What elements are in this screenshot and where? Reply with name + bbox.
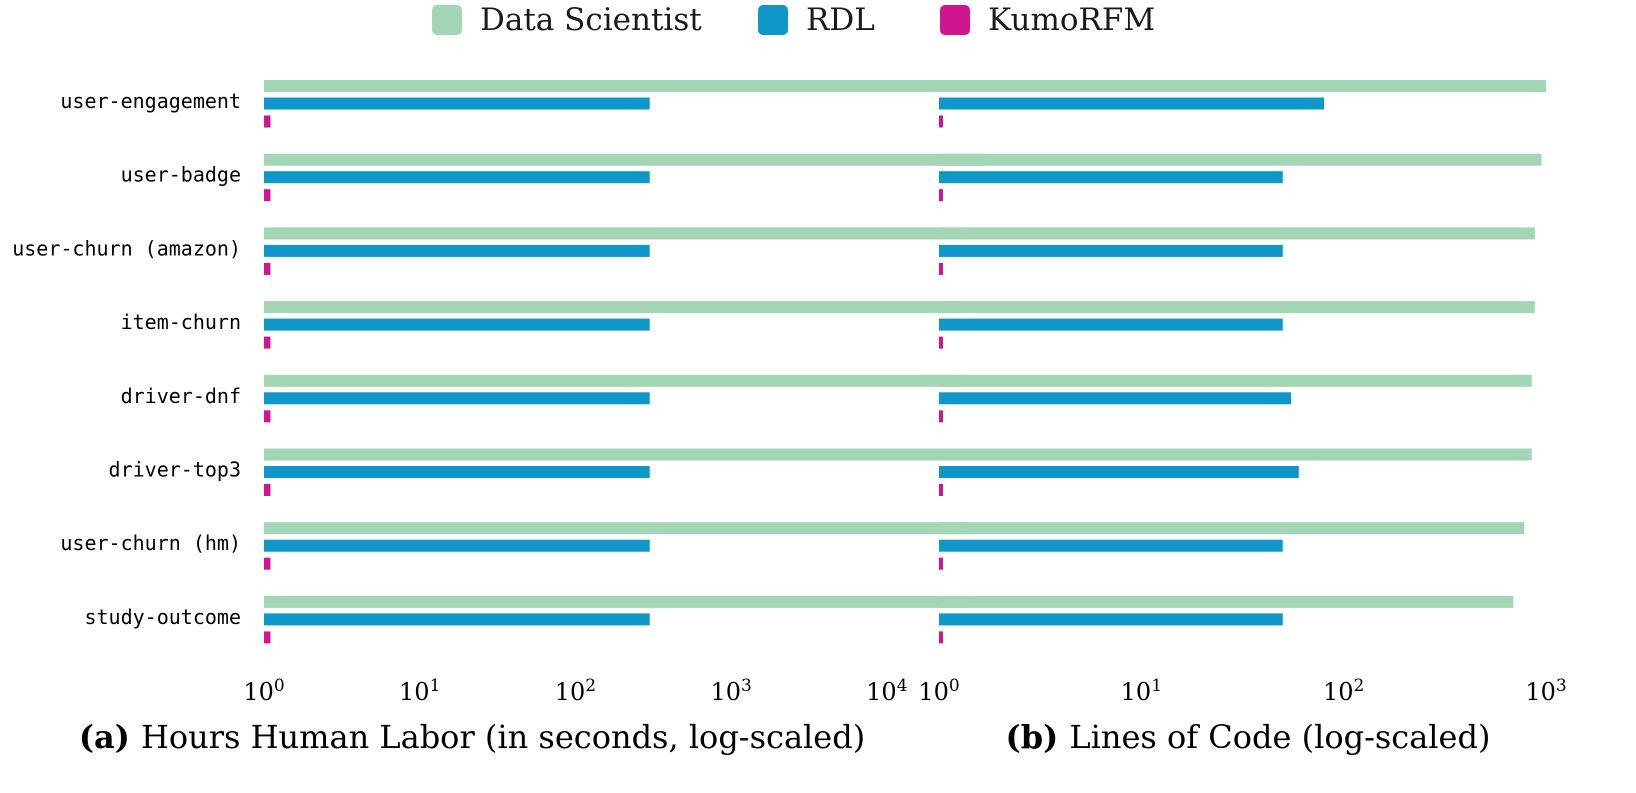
bar-kumorfm-study-outcome (264, 631, 271, 644)
x-tick-label: 101 (399, 676, 440, 706)
bar-kumorfm-driver-dnf (264, 410, 271, 423)
bar-rdl-item-churn (264, 318, 650, 331)
bar-kumorfm-study-outcome (939, 631, 943, 644)
category-label-item-churn: item-churn (121, 310, 241, 334)
bar-kumorfm-user-churn-hm (939, 557, 943, 570)
bar-data-scientist-user-churn-amazon (939, 227, 1535, 240)
bar-rdl-user-churn-amazon (264, 244, 650, 257)
x-tick-label: 102 (1323, 676, 1364, 706)
bar-rdl-item-churn (939, 318, 1283, 331)
bar-rdl-user-engagement (939, 97, 1325, 110)
bar-kumorfm-driver-top3 (264, 484, 271, 496)
bar-kumorfm-user-churn-amazon (939, 262, 943, 275)
legend-label-kumorfm: KumoRFM (988, 2, 1156, 38)
bar-rdl-study-outcome (939, 613, 1283, 626)
x-tick-label: 100 (243, 676, 284, 706)
x-tick-label: 102 (555, 676, 596, 706)
chart-legend: Data Scientist RDL KumoRFM (0, 0, 1636, 40)
category-label-driver-dnf: driver-dnf (121, 384, 241, 408)
bar-data-scientist-user-churn-hm (264, 522, 967, 535)
bar-rdl-user-engagement (264, 97, 650, 110)
bar-kumorfm-item-churn (939, 336, 943, 349)
bar-data-scientist-user-engagement (939, 80, 1546, 92)
bar-rdl-study-outcome (264, 613, 650, 626)
bar-kumorfm-user-badge (939, 189, 943, 202)
legend-swatch-kumorfm (940, 5, 970, 35)
x-tick-label: 103 (710, 676, 751, 706)
bar-kumorfm-user-churn-amazon (264, 262, 271, 275)
category-label-user-churn-amazon: user-churn (amazon) (12, 236, 241, 260)
chart-caption: (b) Lines of Code (log-scaled) (1006, 718, 1491, 756)
x-tick-label: 104 (866, 676, 907, 706)
bar-rdl-driver-dnf (939, 392, 1292, 405)
legend-swatch-data-scientist (432, 5, 462, 35)
bar-data-scientist-item-churn (264, 301, 967, 314)
legend-swatch-rdl (758, 5, 788, 35)
bar-rdl-user-churn-amazon (939, 244, 1283, 257)
bar-data-scientist-item-churn (939, 301, 1535, 314)
x-tick-label: 103 (1525, 676, 1566, 706)
bar-data-scientist-driver-top3 (939, 448, 1532, 461)
legend-item-kumorfm: KumoRFM (940, 4, 1155, 36)
legend-item-data-scientist: Data Scientist (432, 4, 702, 36)
bar-kumorfm-driver-dnf (939, 410, 943, 423)
category-label-study-outcome: study-outcome (84, 605, 241, 629)
legend-label-data-scientist: Data Scientist (480, 2, 702, 38)
x-tick-label: 101 (1121, 676, 1162, 706)
bar-kumorfm-user-churn-hm (264, 557, 271, 570)
bar-rdl-driver-top3 (264, 466, 650, 478)
bar-data-scientist-driver-top3 (264, 448, 959, 461)
category-label-user-engagement: user-engagement (60, 89, 241, 113)
bar-kumorfm-user-engagement (939, 115, 943, 128)
legend-label-rdl: RDL (806, 2, 875, 38)
bar-data-scientist-user-engagement (264, 80, 980, 92)
legend-item-rdl: RDL (758, 4, 875, 36)
bar-kumorfm-user-engagement (264, 115, 271, 128)
chart-panel-a: user-engagement user-badge user-churn (ama… (12, 80, 986, 756)
bar-data-scientist-user-churn-amazon (264, 227, 967, 240)
bar-rdl-driver-dnf (264, 392, 650, 405)
chart-caption: (a) Hours Human Labor (in seconds, log-s… (79, 718, 865, 756)
bar-kumorfm-item-churn (264, 336, 271, 349)
bar-data-scientist-user-badge (264, 153, 986, 166)
bar-rdl-user-badge (264, 171, 650, 184)
bar-data-scientist-driver-dnf (264, 374, 959, 387)
x-tick-label: 100 (918, 676, 959, 706)
bar-data-scientist-driver-dnf (939, 374, 1532, 387)
bar-kumorfm-driver-top3 (939, 484, 943, 496)
bar-rdl-user-churn-hm (264, 539, 650, 552)
category-label-driver-top3: driver-top3 (109, 458, 241, 482)
bar-data-scientist-study-outcome (939, 595, 1514, 608)
bar-kumorfm-user-badge (264, 189, 271, 202)
chart-panel-b: 100 101 102 103 (b) Lines of Code (log-scale… (918, 80, 1567, 756)
category-label-user-badge: user-badge (121, 163, 241, 187)
bar-rdl-driver-top3 (939, 466, 1299, 478)
category-label-user-churn-hm: user-churn (hm) (60, 531, 241, 555)
bar-data-scientist-study-outcome (264, 595, 967, 608)
bar-rdl-user-churn-hm (939, 539, 1283, 552)
bar-rdl-user-badge (939, 171, 1283, 184)
bar-data-scientist-user-churn-hm (939, 522, 1525, 535)
bar-data-scientist-user-badge (939, 153, 1542, 166)
